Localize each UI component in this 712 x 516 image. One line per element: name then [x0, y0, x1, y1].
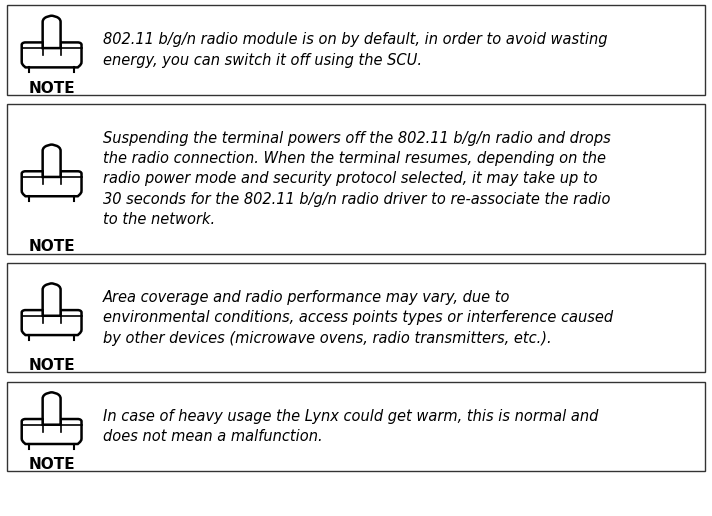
Bar: [7, 382, 705, 472]
Text: In case of heavy usage the Lynx could get warm, this is normal and
does not mean: In case of heavy usage the Lynx could ge…: [103, 409, 599, 444]
Text: NOTE: NOTE: [28, 80, 75, 95]
Text: NOTE: NOTE: [28, 358, 75, 373]
Bar: [7, 263, 705, 373]
Text: Area coverage and radio performance may vary, due to
environmental conditions, a: Area coverage and radio performance may …: [103, 290, 613, 346]
Bar: [7, 5, 705, 95]
Bar: [7, 104, 705, 253]
PathPatch shape: [21, 171, 82, 196]
PathPatch shape: [21, 310, 82, 335]
PathPatch shape: [43, 283, 61, 316]
PathPatch shape: [43, 144, 61, 177]
Text: NOTE: NOTE: [28, 239, 75, 254]
Text: NOTE: NOTE: [28, 457, 75, 472]
PathPatch shape: [21, 419, 82, 444]
PathPatch shape: [43, 392, 61, 425]
Text: 802.11 b/g/n radio module is on by default, in order to avoid wasting
energy, yo: 802.11 b/g/n radio module is on by defau…: [103, 33, 608, 68]
PathPatch shape: [43, 15, 61, 48]
Text: Suspending the terminal powers off the 802.11 b/g/n radio and drops
the radio co: Suspending the terminal powers off the 8…: [103, 131, 611, 227]
PathPatch shape: [21, 42, 82, 68]
